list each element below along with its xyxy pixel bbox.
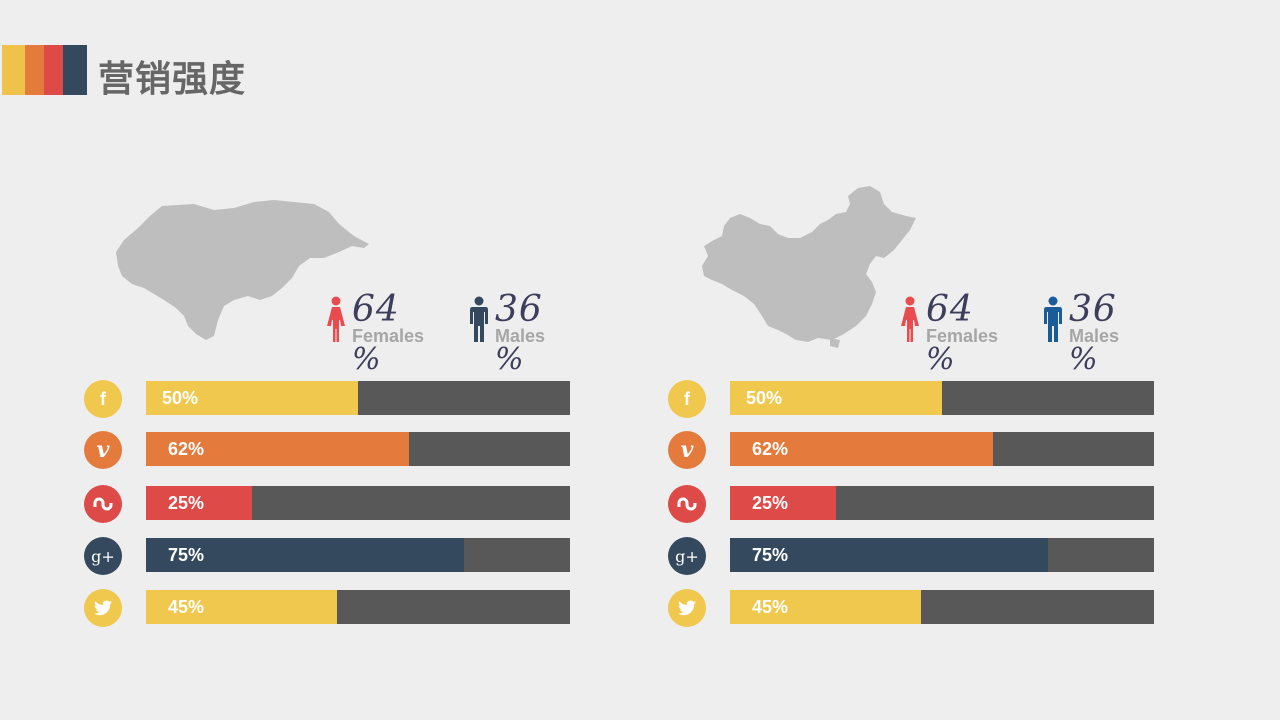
bar-value-label: 25% [168, 493, 205, 513]
males-label: Males [495, 326, 546, 346]
facebook-icon[interactable]: f [668, 380, 706, 418]
bar-track: 50% [146, 381, 570, 415]
bar-fill [730, 486, 836, 520]
males-value: 36 [1069, 289, 1117, 330]
males-label: Males [1069, 326, 1120, 346]
stripe-yellow [2, 45, 25, 95]
bar-track: 75% [146, 538, 570, 572]
stumbleupon-icon[interactable] [84, 485, 122, 523]
bar-value-label: 50% [746, 388, 783, 408]
bar-value-label: 75% [168, 545, 205, 565]
bar-fill [146, 538, 464, 572]
bar-fill [730, 432, 993, 466]
bar-value-label: 62% [752, 439, 789, 459]
males-unit: % [495, 342, 524, 377]
bar-fill [730, 590, 921, 624]
bar-track: 62% [730, 432, 1154, 466]
females-unit: % [352, 342, 381, 377]
bar-track: 45% [146, 590, 570, 624]
panel-left: 64 Females % 36 Males % f 50% v 62% 25% g+ 75%… [0, 0, 600, 720]
bar-fill [146, 590, 337, 624]
males-value: 36 [495, 289, 543, 330]
stripe-orange [25, 45, 44, 95]
females-value: 64 [352, 289, 400, 330]
facebook-icon[interactable]: f [84, 380, 122, 418]
china-map [702, 186, 916, 348]
bar-fill [730, 538, 1048, 572]
bar-track: 25% [146, 486, 570, 520]
females-label: Females [926, 326, 999, 346]
bar-value-label: 75% [752, 545, 789, 565]
bar-value-label: 45% [752, 597, 789, 617]
stripe-red [44, 45, 63, 95]
bar-track: 25% [730, 486, 1154, 520]
twitter-icon[interactable] [84, 589, 122, 627]
google-plus-icon[interactable]: g+ [84, 537, 122, 575]
title-stripes [2, 45, 87, 95]
vimeo-icon[interactable]: v [84, 431, 122, 469]
stumbleupon-icon[interactable] [668, 485, 706, 523]
male-icon [1044, 296, 1062, 342]
females-value: 64 [926, 289, 974, 330]
page-title: 营销强度 [98, 59, 247, 100]
google-plus-icon[interactable]: g+ [668, 537, 706, 575]
female-icon [901, 296, 919, 342]
panel-right: 64 Females % 36 Males % f 50% v 62% 25% g+ 75%… [584, 0, 1184, 720]
male-icon [470, 296, 488, 342]
honduras-map [116, 200, 369, 340]
bar-track: 62% [146, 432, 570, 466]
bar-track: 75% [730, 538, 1154, 572]
bar-track: 45% [730, 590, 1154, 624]
females-label: Females [352, 326, 425, 346]
bar-fill [146, 381, 358, 415]
males-unit: % [1069, 342, 1098, 377]
female-icon [327, 296, 345, 342]
females-unit: % [926, 342, 955, 377]
bar-value-label: 25% [752, 493, 789, 513]
bar-fill [146, 432, 409, 466]
bar-value-label: 62% [168, 439, 205, 459]
vimeo-icon[interactable]: v [668, 431, 706, 469]
bar-track: 50% [730, 381, 1154, 415]
bar-value-label: 50% [162, 388, 199, 408]
stripe-navy [63, 45, 87, 95]
bar-fill [146, 486, 252, 520]
bar-fill [730, 381, 942, 415]
bar-value-label: 45% [168, 597, 205, 617]
twitter-icon[interactable] [668, 589, 706, 627]
